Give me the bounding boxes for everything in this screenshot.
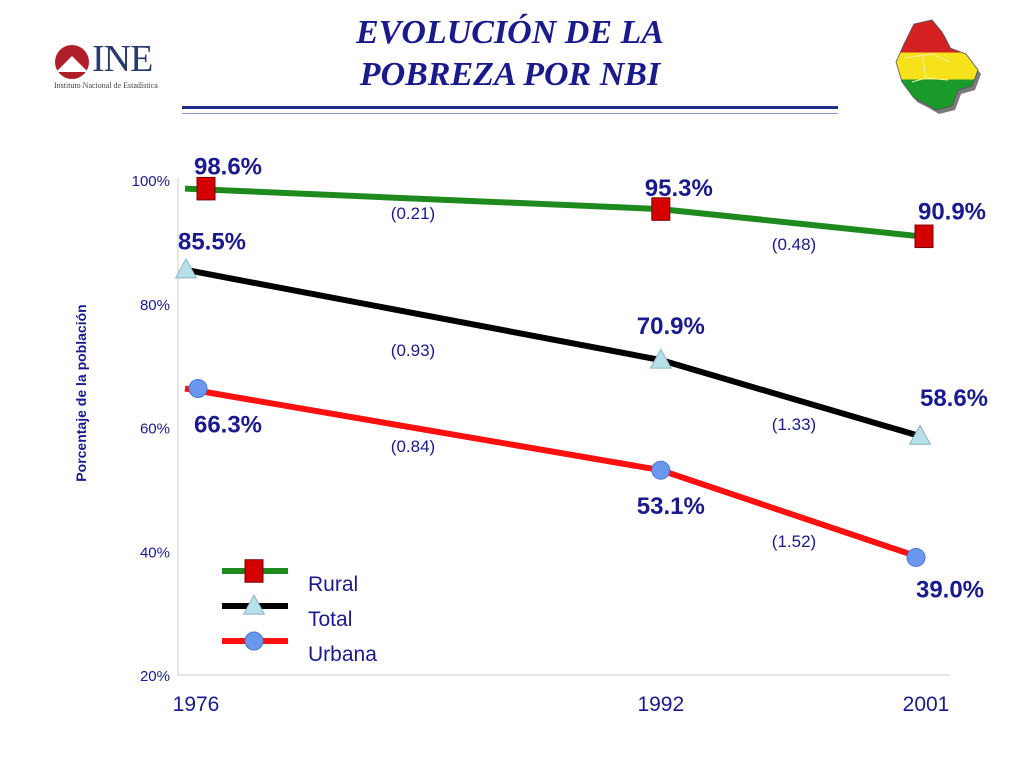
title-line-1: EVOLUCIÓN DE LA <box>356 14 664 51</box>
y-tick-label: 100% <box>132 173 170 190</box>
series-line-total <box>184 266 921 440</box>
rate-label-rural: (0.21) <box>391 204 435 223</box>
title-divider-thin <box>182 113 838 114</box>
data-point-total <box>908 424 932 445</box>
legend-label-rural: Rural <box>308 573 358 596</box>
ine-logo-mark <box>55 45 89 79</box>
page-title: EVOLUCIÓN DE LA POBREZA POR NBI <box>250 12 770 96</box>
rate-label-rural: (0.48) <box>772 235 816 254</box>
logo-subtitle: Instituto Nacional de Estadística <box>54 81 158 90</box>
data-point-rural <box>651 197 671 221</box>
data-label-total: 58.6% <box>920 385 988 412</box>
data-point-urbana <box>188 379 208 399</box>
x-tick-label: 2001 <box>903 693 950 716</box>
legend-marker-total <box>242 594 266 615</box>
data-label-urbana: 39.0% <box>916 576 984 603</box>
ine-logo: INE Instituto Nacional de Estadística <box>52 38 182 94</box>
data-point-rural <box>196 176 216 201</box>
data-point-total <box>649 348 672 369</box>
y-axis-label: Porcentaje de la población <box>73 304 89 481</box>
series-line-rural <box>184 185 921 240</box>
y-tick-label: 60% <box>140 421 170 438</box>
title-line-2: POBREZA POR NBI <box>359 56 661 93</box>
logo-text: INE <box>92 38 153 80</box>
rate-label-total: (0.93) <box>391 341 435 360</box>
y-ticks: 20% 40% 60% 80% 100% <box>132 173 170 685</box>
data-label-rural: 95.3% <box>645 175 713 202</box>
y-tick-label: 40% <box>140 544 170 561</box>
rate-label-total: (1.33) <box>772 415 816 434</box>
rate-label-urbana: (1.52) <box>772 532 816 551</box>
x-tick-label: 1976 <box>173 693 220 716</box>
legend: Rural Total Urbana <box>222 559 377 666</box>
data-label-urbana: 53.1% <box>637 493 705 520</box>
data-label-urbana: 66.3% <box>194 412 262 439</box>
data-label-rural: 90.9% <box>918 198 986 225</box>
bolivia-map-icon <box>895 19 981 114</box>
title-divider <box>182 106 838 109</box>
data-point-total <box>174 257 198 279</box>
rate-labels: (0.21) (0.48) (0.93) (1.33) (0.84) (1.52) <box>391 204 816 551</box>
y-tick-label: 20% <box>140 668 170 685</box>
legend-marker-rural <box>244 559 264 583</box>
rate-label-urbana: (0.84) <box>391 437 435 456</box>
legend-marker-urbana <box>244 631 264 651</box>
y-tick-label: 80% <box>140 297 170 314</box>
data-label-total: 70.9% <box>637 313 705 340</box>
x-ticks: 1976 1992 2001 <box>173 693 950 716</box>
data-point-urbana <box>651 460 671 480</box>
value-labels: 98.6% 95.3% 90.9% 85.5% 70.9% 58.6% 66.3% 53.1%… <box>178 154 988 604</box>
data-point-rural <box>914 224 934 249</box>
x-tick-label: 1992 <box>637 693 684 716</box>
data-label-total: 85.5% <box>178 229 246 256</box>
series-markers <box>174 176 934 567</box>
legend-label-total: Total <box>308 608 352 631</box>
data-label-rural: 98.6% <box>194 154 262 181</box>
data-point-urbana <box>906 547 926 567</box>
legend-label-urbana: Urbana <box>308 643 377 666</box>
